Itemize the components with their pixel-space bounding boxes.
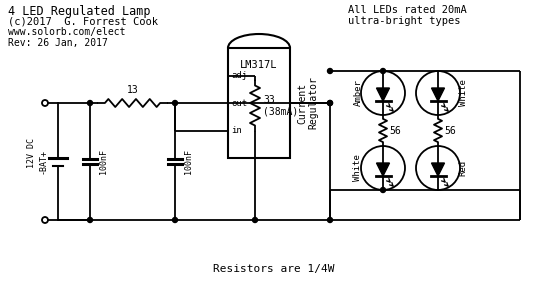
Text: 4 LED Regulated Lamp: 4 LED Regulated Lamp	[8, 5, 151, 18]
Text: Resistors are 1/4W: Resistors are 1/4W	[213, 264, 335, 274]
Circle shape	[328, 69, 333, 73]
Text: adj: adj	[231, 71, 247, 80]
Circle shape	[380, 187, 385, 192]
Text: 12V DC: 12V DC	[27, 139, 37, 168]
Circle shape	[328, 101, 333, 105]
Text: LM317L: LM317L	[240, 60, 278, 70]
Text: 33
(38mA): 33 (38mA)	[263, 95, 298, 116]
Text: Rev: 26 Jan, 2017: Rev: 26 Jan, 2017	[8, 38, 108, 48]
Circle shape	[328, 101, 333, 105]
Polygon shape	[376, 88, 390, 101]
Text: in: in	[231, 126, 242, 135]
Circle shape	[173, 217, 178, 223]
Polygon shape	[431, 163, 444, 176]
Text: out: out	[231, 98, 247, 107]
Text: Red: Red	[459, 160, 467, 176]
Circle shape	[88, 101, 93, 105]
Circle shape	[88, 217, 93, 223]
Text: 56: 56	[389, 126, 401, 135]
Text: www.solorb.com/elect: www.solorb.com/elect	[8, 27, 125, 37]
Text: 56: 56	[444, 126, 456, 135]
Text: Current
Regulator: Current Regulator	[297, 77, 319, 129]
Text: 13: 13	[127, 85, 139, 95]
Polygon shape	[376, 163, 390, 176]
Text: Amber: Amber	[353, 79, 362, 107]
Bar	[228, 48, 290, 158]
Text: All LEDs rated 20mA: All LEDs rated 20mA	[348, 5, 467, 15]
Text: White: White	[353, 155, 362, 181]
Polygon shape	[431, 88, 444, 101]
Text: White: White	[459, 79, 467, 107]
Circle shape	[253, 217, 258, 223]
Text: 100nF: 100nF	[184, 149, 193, 174]
Text: (c)2017  G. Forrest Cook: (c)2017 G. Forrest Cook	[8, 16, 158, 26]
Text: 100nF: 100nF	[99, 149, 108, 174]
Text: ultra-bright types: ultra-bright types	[348, 16, 460, 26]
Circle shape	[173, 101, 178, 105]
Circle shape	[380, 69, 385, 73]
Circle shape	[328, 217, 333, 223]
Text: -BAT+: -BAT+	[38, 149, 48, 174]
